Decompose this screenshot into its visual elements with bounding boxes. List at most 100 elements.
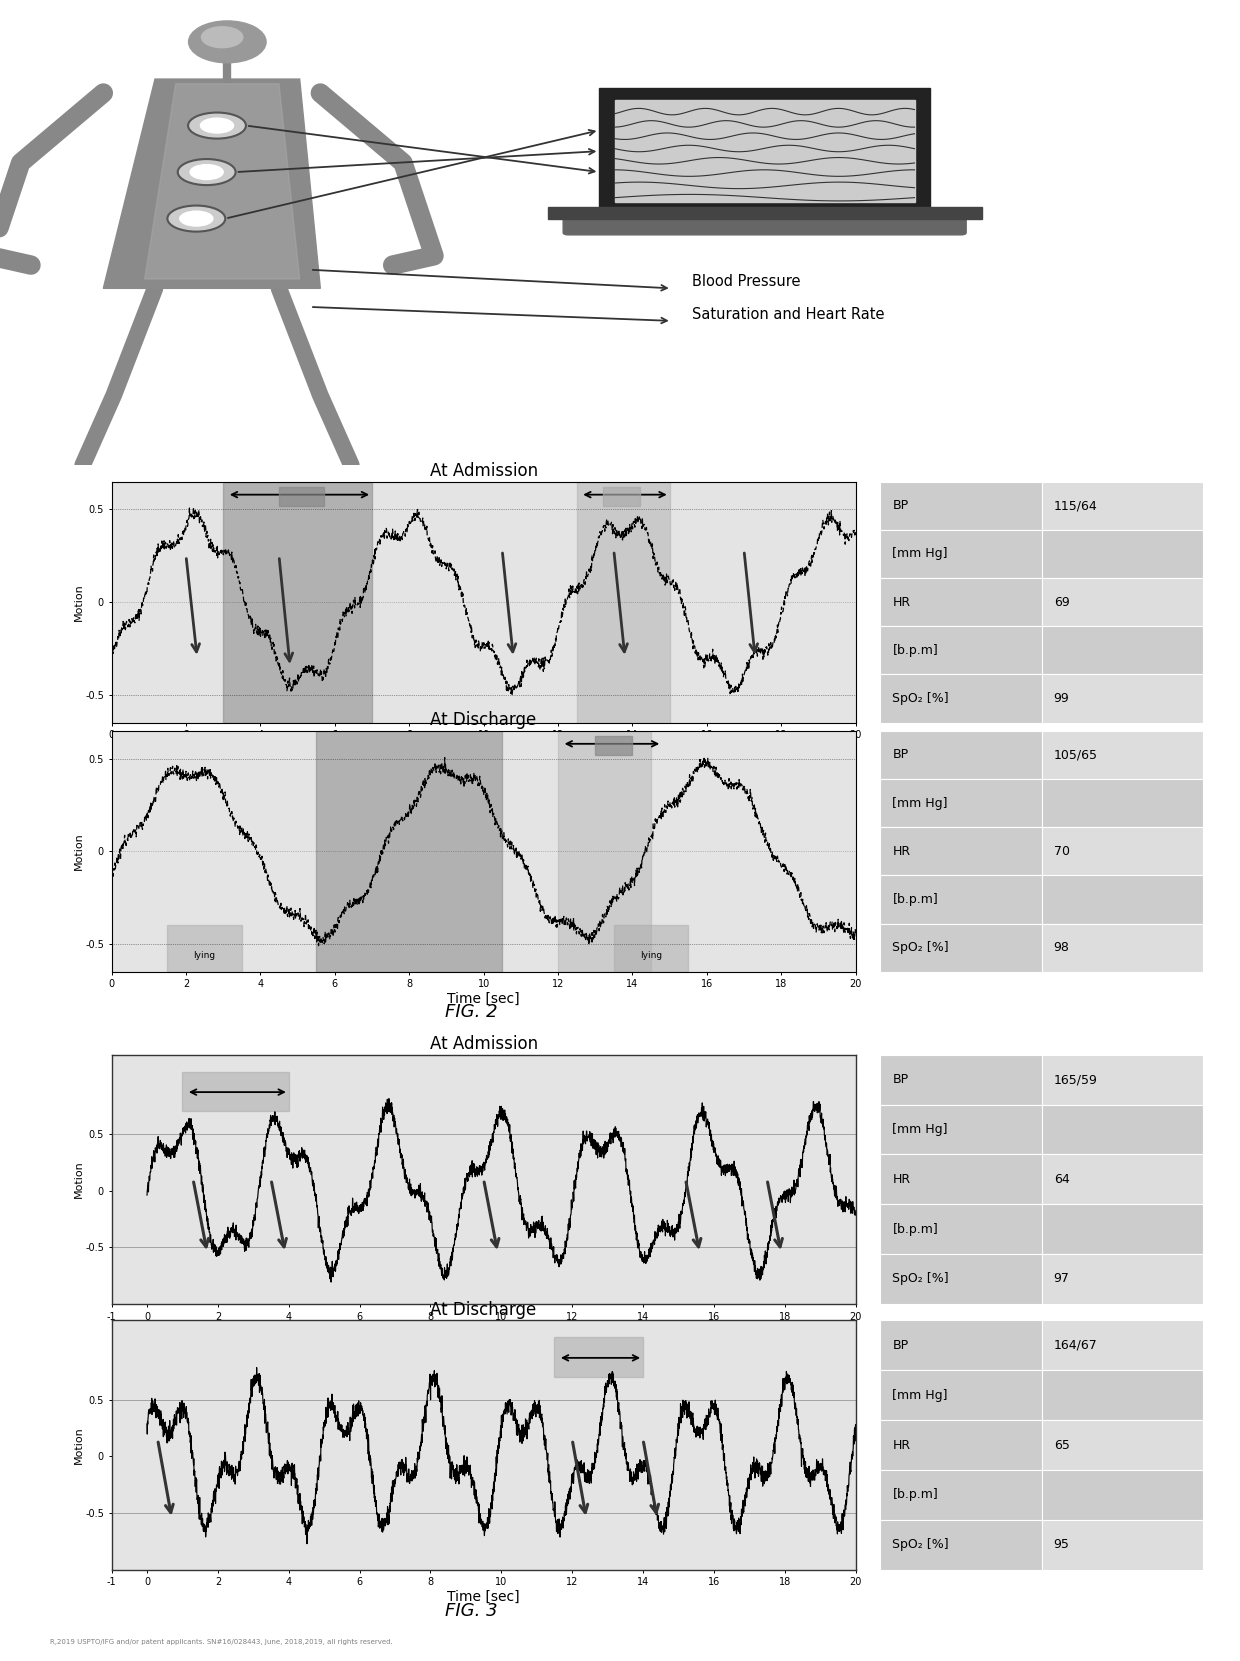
Y-axis label: Motion: Motion	[73, 583, 83, 621]
Bar	[167, 925, 242, 972]
Title: At Admission: At Admission	[429, 462, 538, 480]
Text: HR: HR	[893, 596, 910, 608]
Bar	[1042, 1320, 1203, 1370]
Text: BP: BP	[893, 749, 909, 761]
Text: [b.p.m]: [b.p.m]	[893, 1488, 939, 1502]
Text: [mm Hg]: [mm Hg]	[893, 1389, 949, 1402]
Text: 115/64: 115/64	[1054, 500, 1097, 512]
Text: HR: HR	[893, 1173, 910, 1186]
Bar	[880, 1055, 1042, 1105]
Text: [b.p.m]: [b.p.m]	[893, 644, 939, 656]
Bar	[880, 924, 1042, 972]
Bar	[880, 731, 1042, 779]
Bar	[1042, 626, 1203, 674]
Text: BP: BP	[893, 1073, 909, 1086]
FancyBboxPatch shape	[563, 214, 966, 234]
Bar	[595, 736, 632, 754]
Text: SpO₂ [%]: SpO₂ [%]	[893, 1272, 949, 1286]
Bar	[577, 482, 670, 723]
Text: BP: BP	[893, 500, 909, 512]
Bar	[615, 100, 915, 203]
Bar	[880, 1154, 1042, 1204]
Bar	[1042, 1470, 1203, 1520]
Bar	[182, 1071, 289, 1111]
Text: BP: BP	[893, 1339, 909, 1352]
Bar	[558, 731, 651, 972]
Bar	[1042, 1254, 1203, 1304]
Bar	[1042, 827, 1203, 875]
Text: lying: lying	[193, 950, 216, 960]
Bar	[880, 1105, 1042, 1154]
Text: HR: HR	[893, 1438, 910, 1452]
Bar	[603, 487, 640, 507]
Bar	[880, 1470, 1042, 1520]
Circle shape	[190, 164, 223, 179]
Bar	[316, 731, 502, 972]
Bar	[880, 626, 1042, 674]
Bar	[1042, 779, 1203, 827]
Text: 105/65: 105/65	[1054, 749, 1097, 761]
Text: lying: lying	[640, 950, 662, 960]
Bar	[1042, 674, 1203, 723]
X-axis label: Time [sec]: Time [sec]	[448, 1590, 520, 1605]
Text: HR: HR	[893, 845, 910, 857]
Text: SpO₂ [%]: SpO₂ [%]	[893, 1538, 949, 1551]
Bar	[1042, 482, 1203, 530]
Ellipse shape	[201, 27, 243, 48]
Bar	[1042, 1105, 1203, 1154]
Bar	[880, 875, 1042, 924]
Text: 95: 95	[1054, 1538, 1070, 1551]
Ellipse shape	[188, 22, 267, 63]
Text: [mm Hg]: [mm Hg]	[893, 797, 949, 809]
Polygon shape	[103, 80, 320, 289]
Bar	[548, 208, 982, 219]
Text: [b.p.m]: [b.p.m]	[893, 1222, 939, 1236]
Bar	[223, 482, 372, 723]
Bar	[1042, 1420, 1203, 1470]
Text: SpO₂ [%]: SpO₂ [%]	[893, 693, 949, 704]
Bar	[880, 578, 1042, 626]
Title: At Admission: At Admission	[429, 1035, 538, 1053]
Text: 98: 98	[1054, 942, 1070, 953]
Bar	[1042, 1520, 1203, 1570]
Text: [b.p.m]: [b.p.m]	[893, 894, 939, 905]
Bar	[1042, 924, 1203, 972]
Text: 69: 69	[1054, 596, 1069, 608]
Bar	[1042, 1055, 1203, 1105]
Bar	[1042, 530, 1203, 578]
Bar	[1042, 578, 1203, 626]
Circle shape	[201, 118, 233, 133]
Text: 99: 99	[1054, 693, 1069, 704]
Bar	[880, 827, 1042, 875]
Bar	[1042, 1154, 1203, 1204]
Text: Saturation and Heart Rate: Saturation and Heart Rate	[692, 307, 885, 322]
Text: FIG. 3: FIG. 3	[445, 1603, 497, 1619]
Text: 65: 65	[1054, 1438, 1070, 1452]
Bar	[1042, 1370, 1203, 1420]
Bar	[880, 1320, 1042, 1370]
Polygon shape	[145, 83, 300, 279]
Y-axis label: Motion: Motion	[73, 832, 83, 870]
Bar	[880, 1420, 1042, 1470]
Text: 97: 97	[1054, 1272, 1070, 1286]
Text: SpO₂ [%]: SpO₂ [%]	[893, 942, 949, 953]
Y-axis label: Motion: Motion	[73, 1161, 83, 1198]
Bar	[880, 674, 1042, 723]
X-axis label: Time [sec]: Time [sec]	[448, 992, 520, 1007]
Title: At Discharge: At Discharge	[430, 1301, 537, 1319]
Circle shape	[177, 159, 236, 184]
Text: R,2019 USPTO/IFG and/or patent applicants. SN#16/028443, June, 2018,2019, all ri: R,2019 USPTO/IFG and/or patent applicant…	[50, 1639, 392, 1646]
Text: [mm Hg]: [mm Hg]	[893, 1123, 949, 1136]
Text: 64: 64	[1054, 1173, 1069, 1186]
Bar	[614, 925, 688, 972]
Title: At Discharge: At Discharge	[430, 711, 537, 729]
Text: FIG. 2: FIG. 2	[445, 1003, 497, 1020]
Bar	[880, 1254, 1042, 1304]
Bar	[1042, 1204, 1203, 1254]
Bar	[554, 1337, 644, 1377]
Text: FIG. 1: FIG. 1	[613, 493, 670, 512]
Circle shape	[180, 211, 213, 226]
Circle shape	[188, 113, 246, 138]
Text: Blood Pressure: Blood Pressure	[692, 274, 801, 289]
Bar	[880, 779, 1042, 827]
